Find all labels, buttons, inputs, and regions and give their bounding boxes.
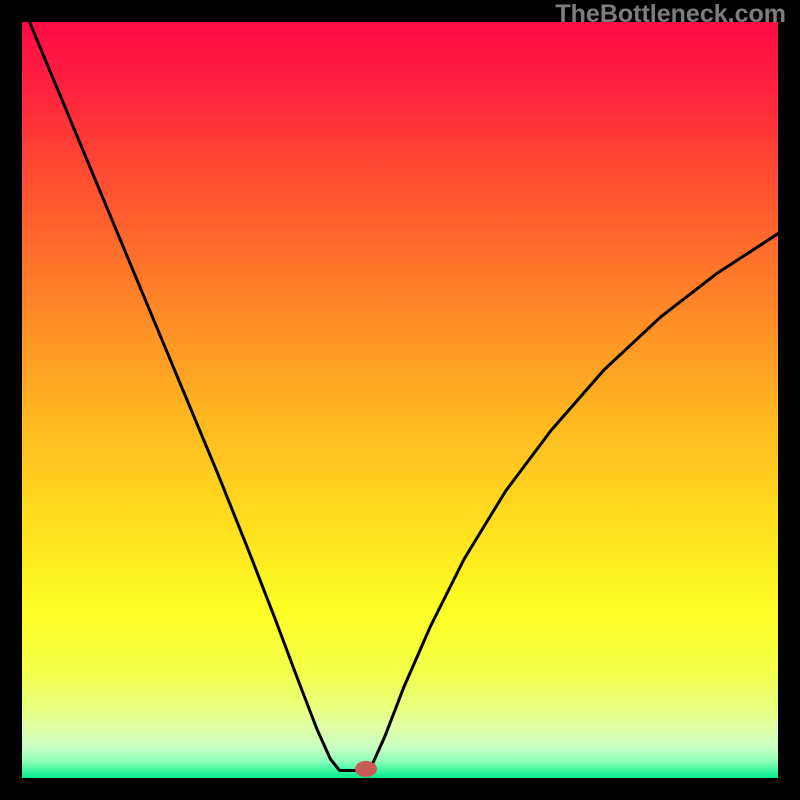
chart-canvas: TheBottleneck.com: [0, 0, 800, 800]
plot-area: [22, 22, 778, 778]
watermark-text: TheBottleneck.com: [555, 0, 786, 29]
gradient-background: [22, 22, 778, 778]
optimum-marker: [355, 761, 377, 777]
plot-svg: [22, 22, 778, 778]
